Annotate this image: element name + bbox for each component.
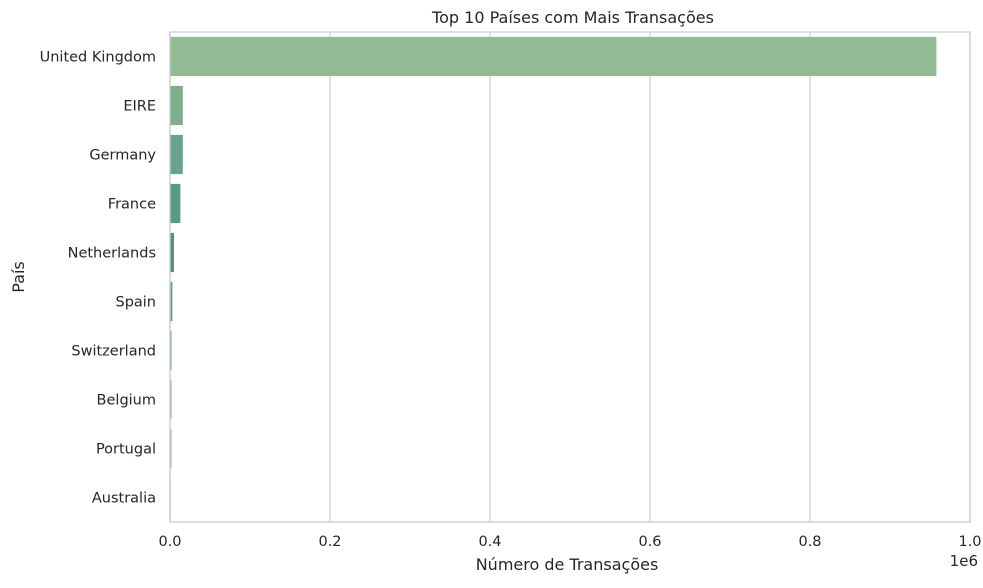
bar (170, 330, 172, 371)
y-tick-label: EIRE (123, 99, 156, 115)
bar (170, 36, 937, 77)
plot-border (169, 31, 971, 523)
bar (170, 379, 172, 420)
bar (170, 85, 183, 126)
bar (170, 183, 181, 224)
y-tick-label: Netherlands (68, 246, 156, 262)
y-tick-label: United Kingdom (40, 50, 156, 66)
chart-title: Top 10 Países com Mais Transações (431, 8, 714, 27)
plot-frame (169, 31, 971, 523)
y-tick-label: Portugal (96, 442, 156, 458)
y-tick-label: France (108, 197, 156, 213)
x-tick-label: 0.4 (478, 534, 501, 550)
x-tick-label: 0.8 (798, 534, 821, 550)
y-tick-label: Germany (89, 148, 156, 164)
grid (169, 32, 971, 522)
x-axis-scale-label: 1e6 (950, 552, 978, 570)
x-tick-label: 0.6 (638, 534, 661, 550)
y-tick-label: Switzerland (71, 344, 156, 360)
y-tick-label: Australia (92, 491, 156, 507)
y-tick-label: Belgium (97, 393, 156, 409)
y-tick-labels: United Kingdom EIRE Germany France Netherlan… (40, 50, 157, 507)
x-tick-labels: 0.0 0.2 0.4 0.6 0.8 1.0 (158, 534, 981, 550)
y-axis-label: País (9, 261, 28, 293)
bar (170, 134, 183, 175)
bar (170, 281, 173, 322)
bar (170, 428, 172, 469)
x-tick-label: 0.2 (318, 534, 341, 550)
y-tick-label: Spain (115, 295, 156, 311)
bar (170, 232, 174, 273)
bars (170, 36, 937, 518)
x-axis-label: Número de Transações (476, 555, 659, 574)
x-tick-label: 1.0 (958, 534, 981, 550)
x-tick-label: 0.0 (158, 534, 181, 550)
